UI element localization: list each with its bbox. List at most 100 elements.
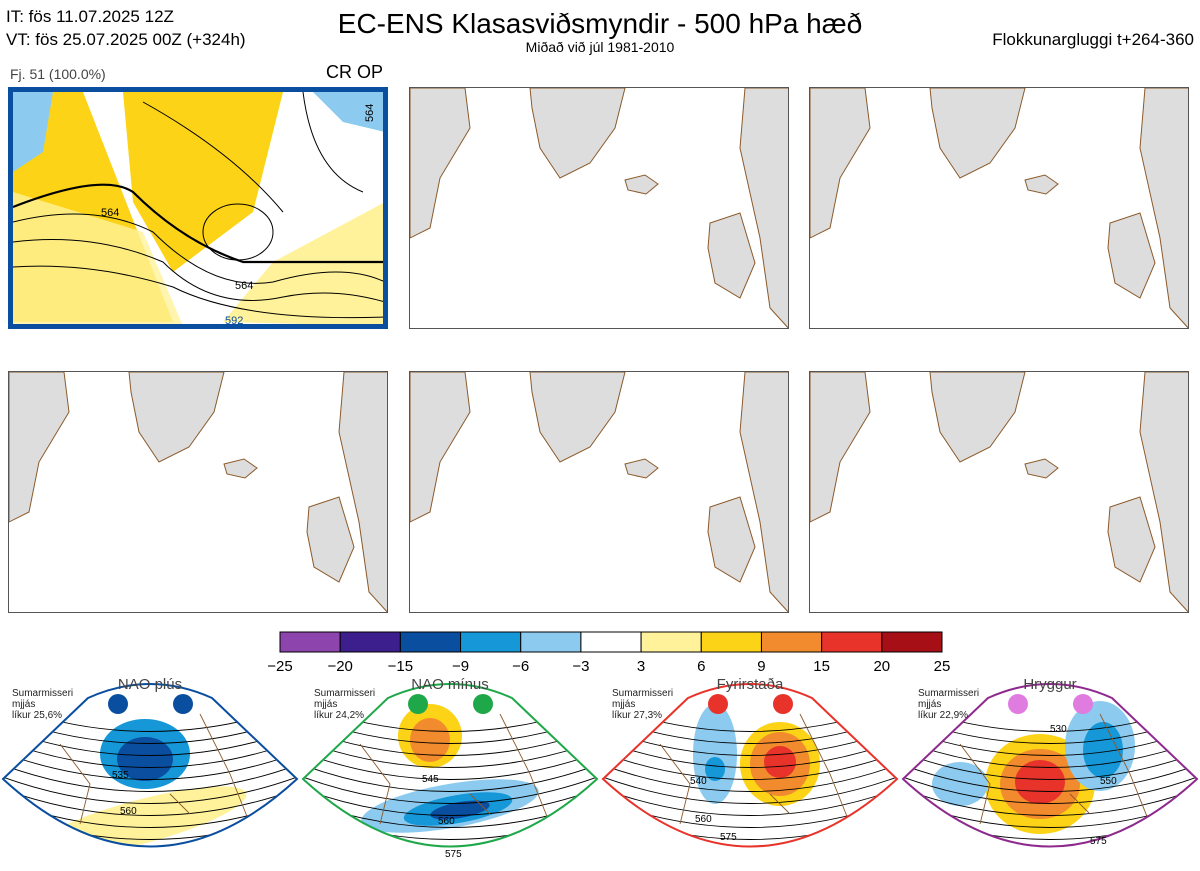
contour-c — [13, 265, 383, 319]
map-panel-4[interactable] — [8, 371, 388, 613]
colorbar-tick-label: 25 — [934, 658, 951, 674]
colorbar-segment — [339, 631, 401, 653]
regime-name: NAO plús — [117, 676, 183, 693]
height-contour — [903, 739, 1197, 768]
regime-blocking: 540 560 575 Fyrirstaða Sumarmisseri mjjás lí… — [600, 674, 900, 871]
regime-name: NAO mínus — [411, 676, 489, 693]
regime-dot-right — [1073, 694, 1093, 714]
colorbar-segment — [760, 631, 823, 653]
regime-ridge: 530 550 575 Hryggur Sumarmisseri mjjás líkur… — [900, 674, 1200, 871]
land-canada — [9, 372, 70, 523]
anomaly-blue-northwest — [13, 92, 53, 172]
page-title: EC-ENS Klasasviðsmyndir - 500 hPa hæð — [337, 8, 863, 39]
regime-dot-right — [773, 694, 793, 714]
land-canada — [810, 372, 871, 523]
anomaly-blue-northeast — [313, 92, 383, 132]
regime-map: 530 550 575 — [901, 683, 1199, 862]
regime-dot-left — [1008, 694, 1028, 714]
anomaly-gold-north — [123, 92, 283, 272]
colorbar-tick-label: 6 — [697, 658, 705, 674]
init-time: IT: fös 11.07.2025 12Z — [6, 7, 174, 26]
regime-frame — [601, 683, 899, 848]
height-contour — [903, 775, 1197, 804]
land-scandinavia-europe — [338, 372, 387, 612]
panel-tag: CR OP — [326, 62, 384, 82]
colorbar-segment — [700, 631, 762, 653]
anomaly-blob — [1083, 722, 1123, 778]
map-panel-3-land — [810, 88, 1188, 328]
regime-nao-minus: 545 560 575 NAO mínus Sumarmisseri mjjás lík… — [300, 674, 600, 871]
land-canada — [410, 372, 471, 523]
panel-member-count: Fj. 51 (100.0%) — [10, 66, 106, 82]
anomaly-blob — [1015, 760, 1065, 804]
anomaly-blob — [430, 800, 490, 820]
regime-contour-label: 575 — [445, 849, 462, 860]
height-contour — [303, 775, 597, 804]
regime-map: 540 560 575 — [601, 683, 899, 848]
colorbar-segment — [881, 631, 943, 653]
colorbar-tick-label: −20 — [327, 658, 352, 674]
map-panel-6[interactable] — [809, 371, 1189, 613]
height-contour — [303, 787, 597, 816]
land-scandinavia-europe — [739, 88, 788, 328]
contour-label-1: 564 — [101, 207, 119, 219]
colorbar-segment — [520, 631, 582, 653]
anomaly-blob — [410, 718, 450, 762]
land-iceland — [1024, 458, 1059, 479]
colorbar-segment — [399, 631, 462, 653]
height-contour — [3, 763, 297, 792]
anomaly-blob — [764, 746, 796, 778]
height-contour — [603, 763, 897, 792]
regime-contour-label: 575 — [720, 832, 737, 843]
height-contour — [3, 775, 297, 804]
height-contour — [3, 751, 297, 780]
contour-label-4: 592 — [225, 315, 243, 326]
colorbar-segment — [821, 631, 883, 653]
regime-frame — [901, 683, 1199, 848]
regime-contour-label: 560 — [120, 806, 137, 817]
land-greenland — [128, 372, 225, 463]
regime-nao-plus: 535 560 NAO plús Sumarmisseri mjjás líkur 2… — [0, 674, 300, 871]
height-contour — [603, 739, 897, 768]
height-contour — [903, 787, 1197, 816]
anomaly-blob — [1012, 850, 1044, 862]
colorbar-segment — [279, 631, 341, 653]
anomaly-blob — [117, 737, 173, 781]
colorbar-tick-label: −3 — [572, 658, 589, 674]
land-scandinavia-europe — [1139, 372, 1188, 612]
contour-e — [302, 92, 364, 193]
colorbar-tick-label: 15 — [813, 658, 830, 674]
regime-contour-label: 545 — [422, 774, 439, 785]
regime-dot-left — [408, 694, 428, 714]
anomaly-lightyellow-southeast — [223, 203, 383, 324]
colorbar-segment — [460, 631, 522, 653]
regime-field — [603, 703, 897, 847]
map-panel-3[interactable] — [809, 87, 1189, 329]
map-panel-2[interactable] — [409, 87, 789, 329]
map-panel-5[interactable] — [409, 371, 789, 613]
land-canada — [410, 88, 471, 239]
land-canada — [810, 88, 871, 239]
colorbar-tick-label: −9 — [452, 658, 469, 674]
regime-info: Sumarmisseri mjjás líkur 27,3% — [612, 688, 674, 721]
coastline — [359, 713, 551, 825]
map-panel-1[interactable]: 564 564 564 592 — [8, 87, 388, 329]
height-contour — [3, 739, 297, 768]
regime-contour-label: 550 — [1100, 776, 1117, 787]
height-contour — [303, 763, 597, 792]
land-scandinavia-europe — [1139, 88, 1188, 328]
map-panel-6-land — [810, 372, 1188, 612]
colorbar-tick-label: −15 — [388, 658, 413, 674]
land-greenland — [929, 88, 1026, 179]
land-greenland — [529, 88, 626, 179]
anomaly-blob — [932, 762, 988, 806]
regime-contour-label: 575 — [1090, 836, 1107, 847]
coastline — [59, 713, 251, 825]
colorbar-tick-label: −6 — [512, 658, 529, 674]
land-greenland — [529, 372, 626, 463]
anomaly-blob — [705, 757, 725, 781]
colorbar-tick-label: 9 — [757, 658, 765, 674]
colorbar: −25 −20 −15 −9 −6 −3 3 6 9 15 20 25 — [267, 631, 951, 674]
contour-a — [13, 213, 383, 284]
regime-name: Fyrirstaða — [716, 676, 784, 693]
